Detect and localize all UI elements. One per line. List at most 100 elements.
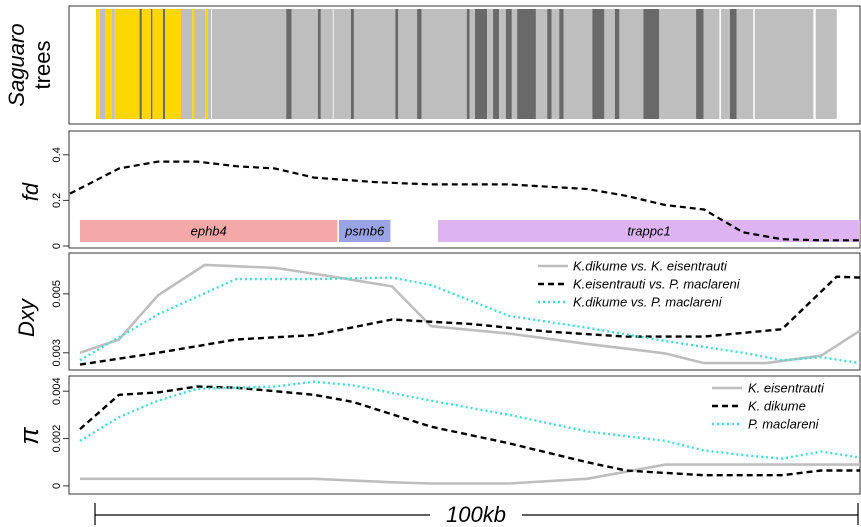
tree-segment-dark bbox=[559, 9, 564, 119]
fd-lines bbox=[69, 160, 860, 242]
tree-segment-dark bbox=[350, 9, 354, 119]
tree-segment-light bbox=[180, 9, 193, 119]
fd-panel: ephb4 psmb6 trappc1 0 0.2 0.4 fd bbox=[18, 130, 861, 249]
trees-panel: Saguaro trees bbox=[4, 5, 861, 125]
series-line bbox=[79, 275, 861, 366]
tree-segment-light bbox=[111, 9, 115, 119]
tree-segment-light bbox=[291, 9, 318, 119]
tree-segment-light bbox=[659, 9, 697, 119]
y-tick-label: 0.4 bbox=[51, 147, 63, 162]
tree-segment-yellow bbox=[114, 9, 140, 119]
tree-segment-yellow bbox=[141, 9, 151, 119]
trees-ylabel-line2: trees bbox=[30, 41, 55, 90]
trees-bars bbox=[96, 9, 837, 119]
y-tick-label: 0.005 bbox=[51, 280, 63, 308]
legend-label: K.dikume vs. P. maclareni bbox=[573, 295, 723, 310]
tree-segment-dark bbox=[505, 9, 512, 119]
tree-segment-light bbox=[511, 9, 518, 119]
legend-label: K.dikume vs. K. eisentrauti bbox=[573, 259, 728, 274]
tree-segment-dark bbox=[643, 9, 660, 119]
tree-segment-light bbox=[604, 9, 615, 119]
gene-psmb6 bbox=[338, 220, 391, 242]
tree-segment-dark bbox=[286, 9, 292, 119]
tree-segment-dark bbox=[139, 9, 142, 119]
dxy-lines bbox=[79, 263, 861, 366]
tree-segment-dark bbox=[614, 9, 620, 119]
pi-lines bbox=[79, 380, 861, 485]
pi-panel-frame bbox=[68, 375, 861, 495]
tree-segment-dark bbox=[475, 9, 488, 119]
fd-ylabel: fd bbox=[18, 182, 43, 201]
tree-segment-dark bbox=[592, 9, 605, 119]
tree-segment-light bbox=[619, 9, 644, 119]
dxy-legend: K.dikume vs. K. eisentrauti K.eisentrauti… bbox=[538, 259, 741, 310]
tree-segment-dark bbox=[417, 9, 422, 119]
trees-ylabel-line1: Saguaro bbox=[4, 23, 29, 106]
dxy-ylabel: Dxy bbox=[14, 297, 39, 337]
tree-segment-light bbox=[211, 9, 287, 119]
tree-segment-light bbox=[99, 9, 106, 119]
fd-y-axis: 0 0.2 0.4 bbox=[51, 147, 69, 249]
tree-segment-yellow bbox=[165, 9, 181, 119]
series-line bbox=[79, 385, 860, 477]
gene-trappc1 bbox=[438, 220, 860, 242]
tree-segment-light bbox=[469, 9, 476, 119]
tree-segment-dark bbox=[696, 9, 704, 119]
tree-segment-dark bbox=[317, 9, 321, 119]
tree-segment-light bbox=[398, 9, 418, 119]
tree-segment-yellow bbox=[105, 9, 112, 119]
tree-segment-dark bbox=[395, 9, 399, 119]
tree-segment-dark bbox=[162, 9, 166, 119]
tree-segment-light bbox=[736, 9, 754, 119]
tree-segment-light bbox=[333, 9, 351, 119]
y-tick-label: 0.004 bbox=[51, 377, 63, 405]
pi-y-axis: 0 0.002 0.004 bbox=[51, 377, 69, 489]
y-tick-label: 0 bbox=[51, 243, 63, 249]
gene-label: psmb6 bbox=[344, 224, 385, 239]
series-line bbox=[69, 160, 860, 242]
tree-segment-yellow bbox=[152, 9, 163, 119]
tree-segment-light bbox=[499, 9, 506, 119]
scale-bar-label: 100kb bbox=[446, 502, 506, 527]
tree-segment-dark bbox=[466, 9, 470, 119]
gene-ephb4 bbox=[80, 220, 338, 242]
y-tick-label: 0.003 bbox=[51, 339, 63, 367]
tree-segment-light bbox=[703, 9, 720, 119]
legend-label: K. eisentrauti bbox=[748, 381, 825, 396]
tree-segment-light bbox=[754, 9, 814, 119]
gene-label: trappc1 bbox=[627, 224, 670, 239]
fd-panel-frame bbox=[68, 130, 861, 249]
pi-legend: K. eisentrauti K. dikume P. maclareni bbox=[712, 381, 825, 432]
tree-segment-yellow bbox=[205, 9, 208, 119]
tree-segment-light bbox=[421, 9, 467, 119]
tree-segment-light bbox=[487, 9, 494, 119]
series-line bbox=[79, 380, 861, 460]
tree-segment-dark bbox=[150, 9, 153, 119]
pi-panel: 0 0.002 0.004 K. eisentrauti K. dikume P. ma… bbox=[14, 375, 861, 495]
scale-bar: 100kb bbox=[94, 502, 859, 527]
tree-segment-light bbox=[720, 9, 730, 119]
tree-segment-dark bbox=[517, 9, 536, 119]
gene-label: ephb4 bbox=[191, 224, 227, 239]
tree-segment-light bbox=[320, 9, 333, 119]
pi-ylabel: π bbox=[14, 427, 44, 445]
tree-segment-dark bbox=[729, 9, 737, 119]
tree-segment-light bbox=[551, 9, 560, 119]
tree-segment-light bbox=[535, 9, 548, 119]
tree-segment-dark bbox=[493, 9, 500, 119]
tree-segment-yellow bbox=[96, 9, 100, 119]
dxy-panel-frame bbox=[68, 252, 861, 371]
tree-segment-light bbox=[194, 9, 206, 119]
legend-label: K.eisentrauti vs. P. maclareni bbox=[573, 277, 741, 292]
dxy-y-axis: 0.003 0.005 bbox=[51, 280, 69, 367]
series-line bbox=[79, 263, 861, 365]
tree-segment-yellow bbox=[192, 9, 195, 119]
fd-gene-track: ephb4 psmb6 trappc1 bbox=[80, 220, 860, 242]
tree-segment-dark bbox=[547, 9, 552, 119]
legend-label: P. maclareni bbox=[748, 417, 820, 432]
tree-segment-light bbox=[353, 9, 396, 119]
series-line bbox=[79, 276, 861, 365]
tree-segment-light bbox=[815, 9, 837, 119]
y-tick-label: 0.002 bbox=[51, 425, 63, 453]
